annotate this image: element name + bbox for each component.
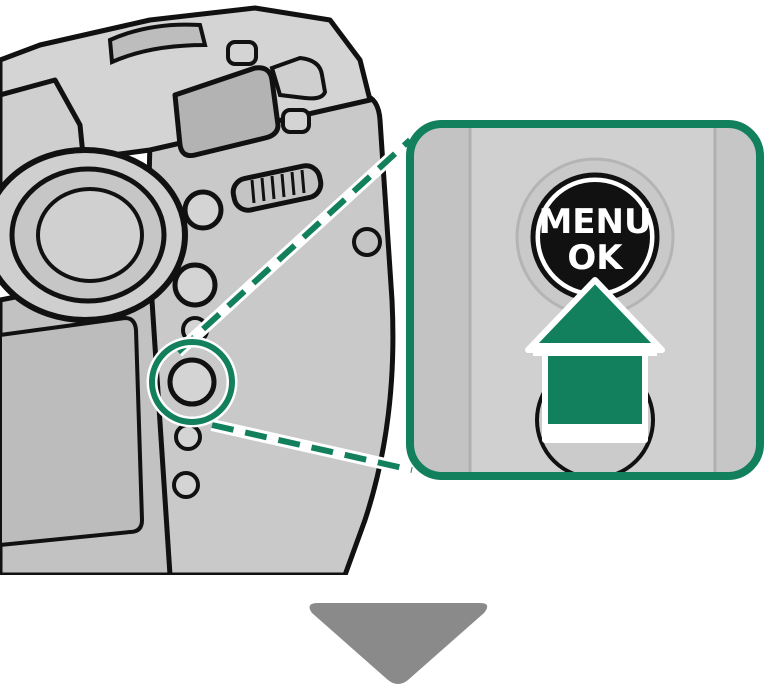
menu-label: MENU [538,202,651,242]
rear-button-1 [182,189,224,231]
zoom-panel: MENU OK [406,120,764,480]
arrow-up-icon [525,277,665,443]
rear-button-5 [172,471,200,499]
rear-command-dial [230,163,324,213]
camera-illustration [0,5,396,575]
menu-ok-button-small [167,357,217,407]
callout-lines [173,135,415,476]
top-dial [107,22,208,65]
rear-lcd-screen [0,315,145,548]
camera-body-side [137,92,396,575]
ok-label: OK [567,238,624,278]
rear-button-4 [174,423,202,451]
side-button [352,227,382,257]
top-lcd-window [172,65,281,158]
eyecup [0,147,188,323]
top-lever [269,55,328,101]
triangle-down-icon [309,603,488,684]
rear-button-2 [172,262,218,308]
button-highlight-ring [149,339,235,425]
top-button-1 [226,40,258,66]
top-button-2 [281,108,311,134]
